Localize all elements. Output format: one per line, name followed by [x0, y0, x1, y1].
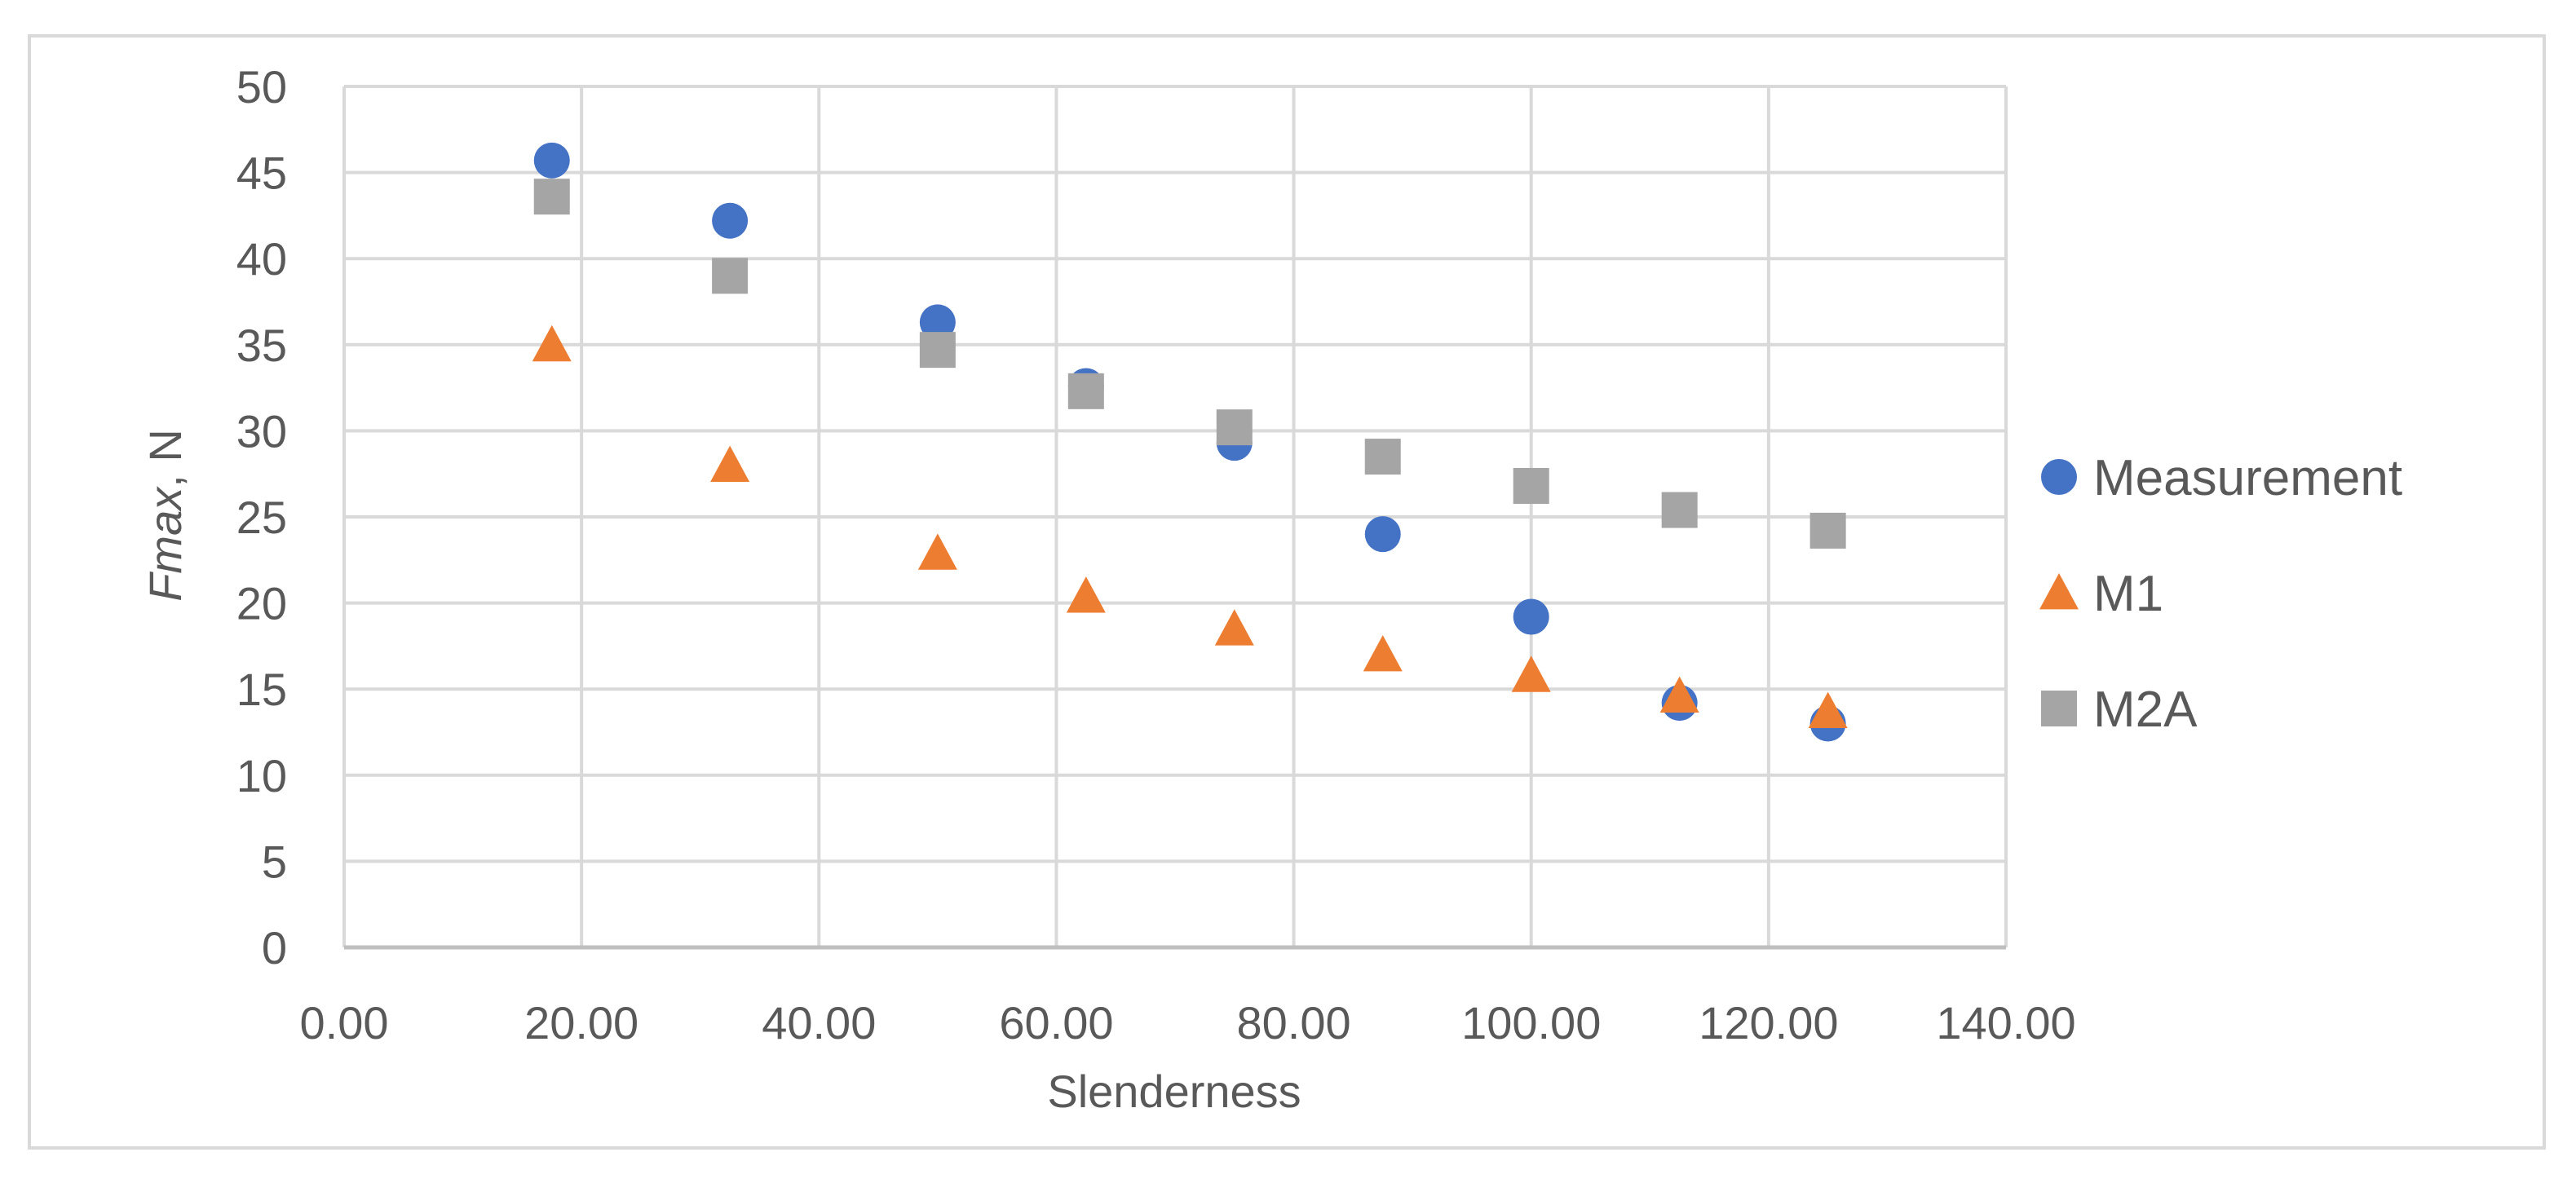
legend-item-m1: M1 [2039, 566, 2163, 622]
x-tick-label: 0.00 [300, 997, 389, 1048]
data-point-measurement [1513, 598, 1549, 635]
y-tick-label: 25 [236, 492, 287, 543]
data-point-m1 [532, 324, 572, 362]
data-point-m1 [1511, 656, 1551, 692]
data-point-m1 [1659, 676, 1699, 713]
legend-item-m2a: M2A [2041, 682, 2198, 738]
data-point-m1 [1066, 576, 1106, 613]
y-axis-title: Fmax, N [139, 429, 191, 602]
x-tick-label: 140.00 [1936, 997, 2075, 1048]
y-tick-label: 30 [236, 405, 287, 457]
data-point-m2a [712, 258, 749, 294]
data-point-m2a [919, 332, 956, 369]
data-point-m1 [1363, 634, 1403, 672]
data-point-measurement [712, 202, 749, 239]
legend-marker-measurement [2041, 459, 2077, 495]
y-tick-label: 5 [262, 836, 287, 887]
data-point-m2a [533, 179, 570, 215]
y-tick-label: 0 [262, 922, 287, 973]
data-point-measurement [1364, 516, 1401, 553]
data-points [532, 142, 1848, 742]
gridlines [342, 85, 2008, 947]
data-point-m2a [1364, 439, 1401, 475]
data-point-measurement [533, 142, 570, 179]
y-tick-label: 35 [236, 320, 287, 371]
y-axis-title-unit: , N [139, 429, 191, 488]
legend-marker-m1 [2039, 573, 2079, 610]
x-tick-label: 100.00 [1461, 997, 1601, 1048]
data-point-m2a [1067, 373, 1104, 409]
legend-label: Measurement [2093, 450, 2402, 506]
legend-label: M2A [2093, 682, 2198, 738]
data-point-m2a [1216, 409, 1253, 446]
x-tick-label: 80.00 [1237, 997, 1351, 1048]
data-point-measurement [919, 304, 956, 341]
tick-labels: 0 5 10 15 20 25 30 35 40 45 50 0.00 20.00 40.00 60.00 8… [236, 61, 2076, 1048]
x-tick-label: 40.00 [762, 997, 876, 1048]
legend-item-measurement: Measurement [2041, 450, 2402, 506]
y-tick-label: 20 [236, 578, 287, 629]
x-tick-label: 120.00 [1699, 997, 1838, 1048]
x-axis-title: Slenderness [1047, 1066, 1301, 1117]
legend-label: M1 [2093, 566, 2163, 622]
series-m1 [532, 324, 1848, 729]
data-point-m1 [1808, 691, 1848, 729]
data-point-m2a [1661, 492, 1698, 528]
data-point-m2a [1513, 467, 1549, 504]
data-point-m1 [1214, 609, 1254, 646]
y-tick-label: 40 [236, 233, 287, 285]
legend: Measurement M1 M2A [2039, 450, 2402, 738]
chart-border [28, 34, 2546, 1150]
y-tick-label: 15 [236, 664, 287, 715]
legend-marker-m2a [2041, 691, 2077, 726]
y-axis-title-italic: Fmax [139, 486, 191, 602]
series-m2a [533, 179, 1846, 549]
x-tick-label: 60.00 [999, 997, 1113, 1048]
data-point-m1 [917, 533, 957, 570]
x-tick-label: 20.00 [524, 997, 638, 1048]
data-point-m2a [1809, 512, 1846, 549]
y-tick-label: 50 [236, 61, 287, 113]
y-tick-label: 45 [236, 148, 287, 199]
y-tick-label: 10 [236, 750, 287, 801]
data-point-m1 [710, 445, 750, 483]
